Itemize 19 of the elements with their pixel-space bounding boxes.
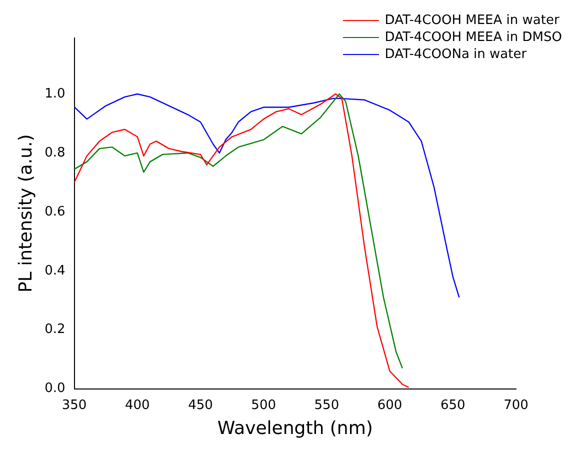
y-tick-label: 0.4	[44, 263, 66, 278]
y-tick-label: 0.8	[44, 145, 66, 160]
y-tick-label: 0.0	[44, 381, 66, 396]
y-axis-title: PL intensity (a.u.)	[15, 134, 36, 293]
legend-label: DAT-4COOH MEEA in DMSO	[384, 29, 562, 46]
y-tick-label: 0.2	[44, 322, 66, 338]
x-tick-label: 600	[377, 398, 402, 413]
legend-label: DAT-4COONa in water	[384, 46, 527, 63]
y-tick-label: 1.0	[44, 86, 66, 102]
x-axis-title: Wavelength (nm)	[217, 418, 373, 439]
x-tick-label: 450	[188, 398, 213, 413]
y-tick-label: 0.6	[44, 204, 66, 220]
x-tick-label: 550	[314, 398, 340, 413]
x-tick-label: 500	[251, 398, 276, 413]
x-tick-label: 400	[124, 398, 150, 413]
x-tick-label: 650	[440, 398, 466, 413]
x-tick-label: 350	[62, 398, 87, 413]
x-tick-label: 700	[504, 398, 528, 413]
legend-label: DAT-4COOH MEEA in water	[384, 12, 560, 29]
